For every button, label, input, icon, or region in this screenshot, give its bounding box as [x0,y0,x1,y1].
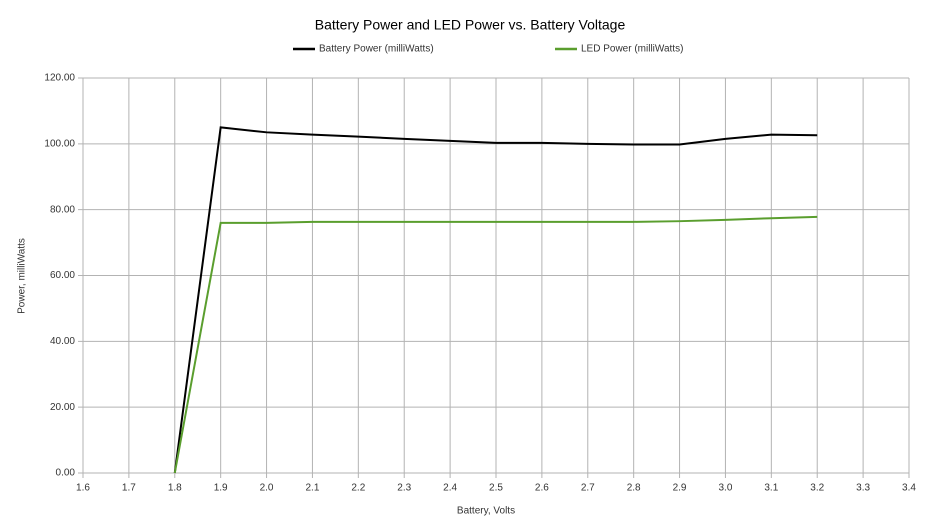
y-tick-label: 40.00 [50,336,75,347]
x-axis-label: Battery, Volts [457,506,515,517]
y-tick-label: 120.00 [44,73,75,84]
x-tick-label: 2.3 [397,483,411,494]
y-tick-label: 0.00 [56,468,76,479]
x-tick-label: 3.4 [902,483,916,494]
y-axis-label: Power, milliWatts [17,238,28,314]
x-tick-label: 2.5 [489,483,503,494]
x-tick-label: 3.3 [856,483,870,494]
x-tick-label: 1.6 [76,483,90,494]
data-line [173,126,818,474]
y-tick-label: 20.00 [50,402,75,413]
legend-label: Battery Power (milliWatts) [319,44,434,55]
legend-label: LED Power (milliWatts) [581,44,683,55]
data-line [173,215,818,474]
x-tick-label: 2.1 [305,483,319,494]
y-tick-label: 80.00 [50,204,75,215]
x-tick-label: 2.2 [351,483,365,494]
x-tick-label: 2.4 [443,483,457,494]
x-tick-label: 3.0 [718,483,732,494]
x-tick-label: 1.9 [214,483,228,494]
x-tick-label: 2.8 [627,483,641,494]
x-tick-label: 1.8 [168,483,182,494]
x-tick-label: 1.7 [122,483,136,494]
x-tick-label: 3.1 [764,483,778,494]
x-tick-label: 2.6 [535,483,549,494]
x-tick-label: 3.2 [810,483,824,494]
x-tick-label: 2.7 [581,483,595,494]
y-tick-label: 60.00 [50,270,75,281]
chart-title: Battery Power and LED Power vs. Battery … [315,17,626,33]
y-tick-label: 100.00 [44,138,75,149]
x-tick-label: 2.0 [260,483,274,494]
x-tick-label: 2.9 [673,483,687,494]
